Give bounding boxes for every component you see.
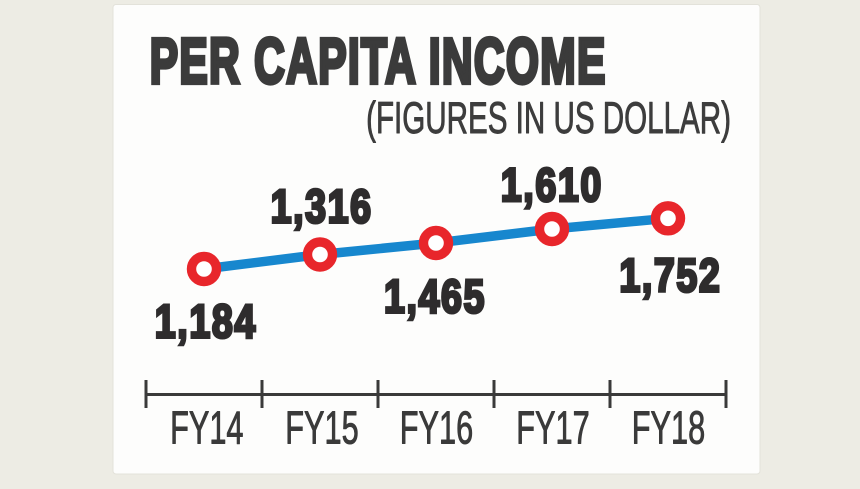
svg-text:1,752: 1,752 — [619, 250, 721, 303]
svg-text:1,184: 1,184 — [155, 296, 257, 349]
svg-text:1,610: 1,610 — [501, 159, 603, 212]
svg-text:PER CAPITA INCOME: PER CAPITA INCOME — [150, 25, 607, 97]
svg-text:1,465: 1,465 — [384, 271, 486, 324]
svg-text:1,316: 1,316 — [271, 181, 373, 234]
svg-text:FY14: FY14 — [170, 402, 243, 454]
svg-text:FY18: FY18 — [632, 402, 705, 454]
svg-text:FY17: FY17 — [516, 402, 589, 454]
svg-text:(FIGURES IN US DOLLAR): (FIGURES IN US DOLLAR) — [366, 94, 731, 144]
svg-text:FY15: FY15 — [285, 402, 358, 454]
svg-text:FY16: FY16 — [400, 402, 473, 454]
